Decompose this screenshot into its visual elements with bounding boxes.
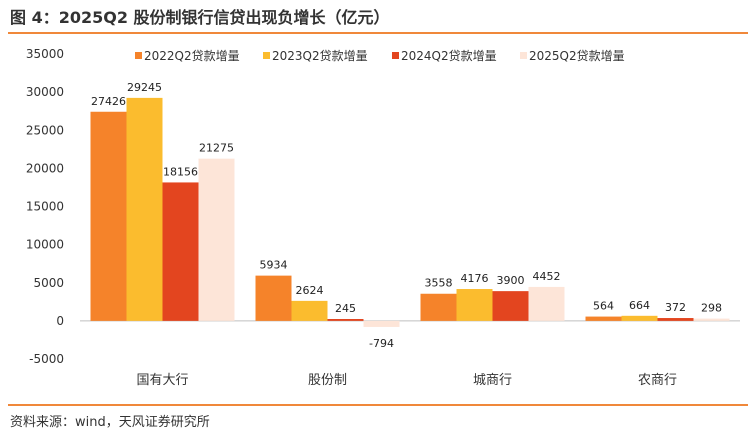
y-tick-label: 25000: [26, 123, 64, 137]
legend-swatch: [135, 52, 142, 59]
data-label: 372: [665, 301, 686, 314]
bar: [492, 291, 529, 321]
figure-title: 图 4：2025Q2 股份制银行信贷出现负增长（亿元）: [10, 8, 390, 27]
bar: [657, 318, 694, 321]
bar: [363, 320, 400, 327]
data-label: 664: [629, 299, 650, 312]
legend-swatch: [392, 52, 399, 59]
bar: [198, 158, 235, 321]
data-label: 18156: [163, 165, 198, 178]
x-category-label: 国有大行: [136, 373, 188, 388]
legend-swatch: [263, 52, 270, 59]
bar: [621, 315, 658, 321]
legend-label: 2025Q2贷款增量: [529, 49, 625, 63]
bar: [528, 286, 565, 321]
x-category-label: 城商行: [473, 373, 512, 388]
data-label: 4176: [461, 272, 489, 285]
legend: 2022Q2贷款增量 2023Q2贷款增量 2024Q2贷款增量 2025Q2贷款增量: [135, 49, 625, 63]
legend-label: 2024Q2贷款增量: [401, 49, 497, 63]
y-tick-label: 0: [56, 314, 64, 328]
data-label: 27426: [91, 95, 126, 108]
data-label: -794: [369, 337, 394, 350]
legend-swatch: [520, 52, 527, 59]
bar: [90, 111, 127, 321]
data-label: 245: [335, 302, 356, 315]
bar: [420, 293, 457, 321]
bottom-rule: [8, 404, 748, 406]
data-label: 3900: [497, 274, 525, 287]
legend-label: 2023Q2贷款增量: [272, 49, 368, 63]
bar: [693, 318, 730, 321]
data-label: 564: [593, 300, 614, 313]
bar: [255, 275, 292, 321]
data-label: 21275: [199, 142, 234, 155]
y-tick-label: 15000: [26, 200, 64, 214]
bar: [126, 97, 163, 321]
top-rule: [8, 32, 748, 34]
source-note: 资料来源：wind，天风证券研究所: [10, 415, 210, 430]
y-tick-label: 35000: [26, 47, 64, 61]
y-tick-label: 30000: [26, 85, 64, 99]
data-label: 2624: [296, 284, 324, 297]
data-label: 3558: [425, 277, 453, 290]
bar: [456, 289, 493, 321]
y-axis: -5000 0 5000 10000 15000 20000 25000 30000 35000: [26, 47, 64, 366]
y-tick-label: -5000: [29, 352, 64, 366]
legend-label: 2022Q2贷款增量: [144, 49, 240, 63]
y-tick-label: 20000: [26, 161, 64, 175]
y-tick-label: 5000: [33, 276, 64, 290]
bar: [291, 300, 328, 321]
x-axis: 国有大行 股份制 城商行 农商行: [80, 320, 740, 388]
bar: [327, 319, 364, 321]
bar: [162, 182, 199, 321]
data-label: 4452: [533, 270, 561, 283]
y-tick-label: 10000: [26, 238, 64, 252]
bar-group: [90, 97, 730, 327]
data-label: 298: [701, 302, 722, 315]
data-label: 29245: [127, 81, 162, 94]
x-category-label: 农商行: [638, 373, 677, 388]
x-category-label: 股份制: [308, 373, 347, 388]
data-label: 5934: [260, 259, 288, 272]
bar: [585, 316, 622, 321]
